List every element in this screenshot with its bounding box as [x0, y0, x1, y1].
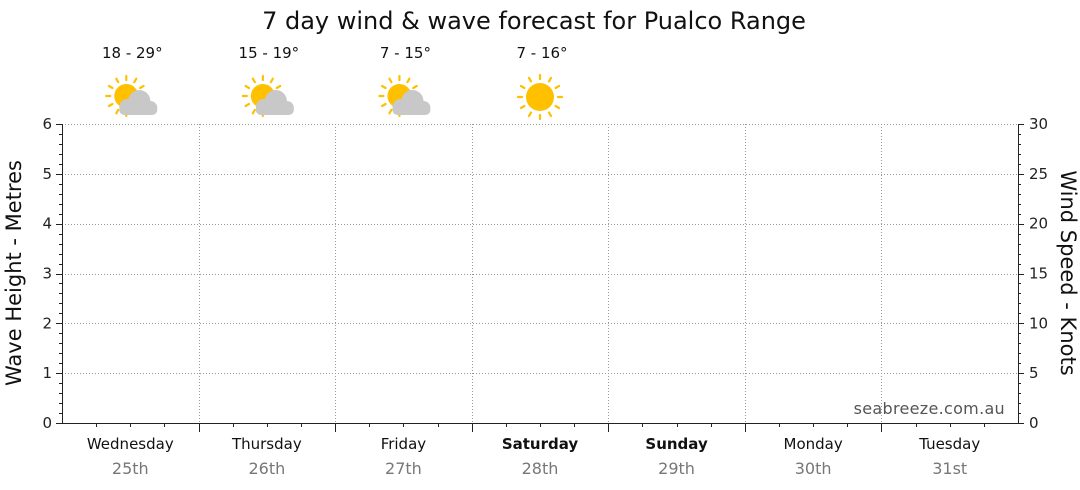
right-tick-label: 30 — [1029, 115, 1048, 133]
right-tick-label: 10 — [1029, 314, 1048, 332]
cloud-base — [119, 105, 158, 115]
right-tick-label: 25 — [1029, 165, 1048, 183]
sun-ray — [412, 84, 418, 90]
right-tick-label: 15 — [1029, 265, 1048, 283]
sun-cloud-icon — [378, 74, 431, 118]
right-y-ticks: 0 5 10 15 20 25 30 — [1029, 115, 1048, 432]
day-date-label: 26th — [248, 459, 285, 478]
sun-ray — [275, 84, 282, 90]
day-date-label: 28th — [522, 459, 559, 478]
day-name-label: Friday — [381, 435, 427, 453]
day-name-label: Saturday — [502, 435, 579, 453]
sun-ray — [381, 102, 387, 108]
day-name-label: Monday — [784, 435, 843, 453]
left-tick-label: 2 — [42, 314, 52, 332]
cloud-base — [255, 105, 294, 115]
sun-ray — [251, 77, 256, 84]
x-axis-day-labels: Wednesday 25th Thursday 26th Friday 27th Satur… — [87, 435, 980, 478]
sun-icon — [516, 73, 564, 121]
temperature-range: 7 - 15° — [380, 44, 431, 62]
sun-ray — [115, 108, 120, 115]
sun-ray — [107, 84, 114, 90]
temperature-range: 7 - 16° — [516, 44, 567, 62]
right-tick-label: 0 — [1029, 414, 1039, 432]
temperature-range: 18 - 29° — [102, 44, 163, 62]
sun-ray — [251, 108, 256, 115]
sun-ray — [554, 84, 561, 90]
day-date-label: 27th — [385, 459, 422, 478]
day-name-label: Thursday — [231, 435, 302, 453]
sun-ray — [406, 77, 411, 84]
sun-ray — [527, 111, 533, 118]
day-name-label: Sunday — [645, 435, 708, 453]
left-tick-label: 6 — [42, 115, 52, 133]
sun-ray — [519, 104, 526, 110]
cloud-base — [392, 105, 431, 115]
y-axis-left-label: Wave Height - Metres — [2, 160, 26, 386]
y-axis-right-label: Wind Speed - Knots — [1056, 170, 1080, 375]
left-tick-label: 5 — [42, 165, 52, 183]
grid-lines — [62, 124, 1018, 423]
sun-ray — [554, 104, 561, 110]
left-y-ticks: 0 1 2 3 4 5 6 — [42, 115, 52, 432]
left-tick-label: 4 — [42, 215, 52, 233]
sun-ray — [107, 102, 114, 108]
day-name-label: Tuesday — [918, 435, 980, 453]
sun-ray — [547, 111, 553, 118]
day-date-label: 25th — [112, 459, 149, 478]
sun-ray — [527, 76, 533, 83]
weather-icons: 18 - 29° 15 - 19° 7 - 15° 7 - 16° — [102, 44, 568, 121]
right-tick-label: 20 — [1029, 215, 1048, 233]
sun-ray — [244, 102, 251, 108]
right-tick-label: 5 — [1029, 364, 1039, 382]
day-date-label: 29th — [658, 459, 695, 478]
left-tick-label: 0 — [42, 414, 52, 432]
sun-ray — [115, 77, 120, 84]
left-tick-label: 3 — [42, 265, 52, 283]
axes — [56, 124, 1024, 432]
chart-title: 7 day wind & wave forecast for Pualco Ra… — [262, 7, 806, 35]
sun-ray — [269, 77, 274, 84]
credit-watermark: seabreeze.com.au — [854, 399, 1005, 418]
sun-ray — [133, 77, 138, 84]
sun-ray — [547, 76, 553, 83]
left-tick-label: 1 — [42, 364, 52, 382]
day-date-label: 31st — [932, 459, 967, 478]
day-name-label: Wednesday — [87, 435, 174, 453]
sun-disc — [526, 83, 554, 111]
sun-ray — [381, 84, 387, 90]
temperature-range: 15 - 19° — [239, 44, 300, 62]
sun-ray — [139, 84, 145, 90]
sun-ray — [388, 77, 393, 84]
sun-ray — [388, 108, 393, 115]
sun-cloud-icon — [105, 74, 158, 118]
sun-cloud-icon — [241, 74, 294, 118]
sun-ray — [519, 84, 526, 90]
day-date-label: 30th — [795, 459, 832, 478]
sun-ray — [244, 84, 251, 90]
